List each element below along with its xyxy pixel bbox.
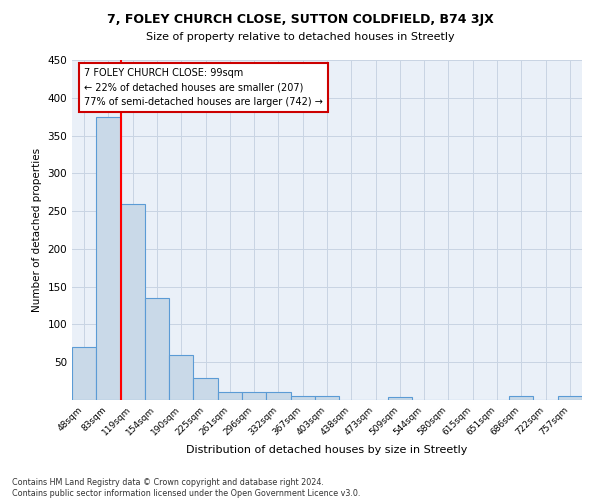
X-axis label: Distribution of detached houses by size in Streetly: Distribution of detached houses by size … <box>187 446 467 456</box>
Bar <box>193 378 218 400</box>
Bar <box>121 204 145 400</box>
Bar <box>558 396 582 400</box>
Bar <box>72 347 96 400</box>
Text: Contains HM Land Registry data © Crown copyright and database right 2024.
Contai: Contains HM Land Registry data © Crown c… <box>12 478 361 498</box>
Bar <box>169 354 193 400</box>
Text: Size of property relative to detached houses in Streetly: Size of property relative to detached ho… <box>146 32 454 42</box>
Bar <box>315 396 339 400</box>
Bar <box>242 392 266 400</box>
Bar <box>96 116 121 400</box>
Bar <box>145 298 169 400</box>
Bar <box>509 396 533 400</box>
Text: 7 FOLEY CHURCH CLOSE: 99sqm
← 22% of detached houses are smaller (207)
77% of se: 7 FOLEY CHURCH CLOSE: 99sqm ← 22% of det… <box>84 68 323 107</box>
Bar <box>388 397 412 400</box>
Bar <box>266 392 290 400</box>
Text: 7, FOLEY CHURCH CLOSE, SUTTON COLDFIELD, B74 3JX: 7, FOLEY CHURCH CLOSE, SUTTON COLDFIELD,… <box>107 12 493 26</box>
Bar <box>218 392 242 400</box>
Y-axis label: Number of detached properties: Number of detached properties <box>32 148 42 312</box>
Bar <box>290 396 315 400</box>
